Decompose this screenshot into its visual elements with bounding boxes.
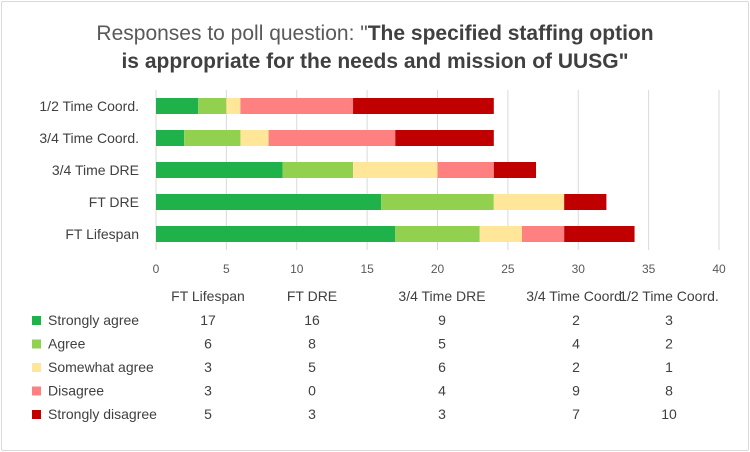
x-tick-label: 10 xyxy=(290,262,304,276)
bar-segment xyxy=(353,98,494,114)
title-plain-part: Responses to poll question: " xyxy=(96,22,367,45)
title-bold-part-2: is appropriate for the needs and mission… xyxy=(121,50,618,73)
table-column-header: FT Lifespan xyxy=(171,288,245,304)
category-label: 3/4 Time DRE xyxy=(52,162,139,178)
table-cell: 8 xyxy=(308,336,316,352)
table-cell: 2 xyxy=(572,359,580,375)
table-cell: 3 xyxy=(204,383,212,399)
table-cell: 6 xyxy=(438,359,446,375)
category-label: FT DRE xyxy=(89,194,139,210)
bar-segment xyxy=(240,130,269,146)
bar-segment xyxy=(437,162,494,178)
chart-title-line-2: is appropriate for the needs and mission… xyxy=(121,50,628,73)
legend-label: Disagree xyxy=(48,383,104,399)
title-bold-part-1: The specified staffing option xyxy=(368,22,654,45)
bar-segment xyxy=(156,98,199,114)
legend-swatch xyxy=(32,410,41,419)
table-cell: 2 xyxy=(572,312,580,328)
bar-segment xyxy=(226,98,241,114)
x-axis-tick-labels: 0 5 10 15 20 25 30 35 40 xyxy=(153,262,726,276)
bar-segment xyxy=(395,226,480,242)
table-cell: 3 xyxy=(308,406,316,422)
bar-segment xyxy=(268,130,396,146)
x-tick-label: 25 xyxy=(501,262,515,276)
table-cell: 2 xyxy=(665,336,673,352)
table-column-header: 3/4 Time DRE xyxy=(398,288,485,304)
x-tick-label: 20 xyxy=(431,262,445,276)
x-tick-label: 0 xyxy=(153,262,160,276)
table-cell: 3 xyxy=(204,359,212,375)
table-cell: 17 xyxy=(200,312,216,328)
table-cell: 5 xyxy=(308,359,316,375)
x-tick-label: 35 xyxy=(642,262,656,276)
bar-segment xyxy=(353,162,438,178)
bar-segment xyxy=(184,130,241,146)
x-tick-label: 30 xyxy=(572,262,586,276)
bar-segment xyxy=(156,130,185,146)
bar-segment xyxy=(240,98,354,114)
table-cell: 9 xyxy=(438,312,446,328)
table-cell: 4 xyxy=(572,336,580,352)
legend-swatch xyxy=(32,363,41,372)
bar-segment xyxy=(479,226,522,242)
bar-segment xyxy=(493,162,537,178)
legend-swatch xyxy=(32,316,41,325)
table-cell: 10 xyxy=(661,406,677,422)
table-cell: 9 xyxy=(572,383,580,399)
table-cell: 5 xyxy=(204,406,212,422)
bar-segment xyxy=(156,226,396,242)
table-cell: 3 xyxy=(438,406,446,422)
table-cell: 1 xyxy=(665,359,673,375)
table-cell: 16 xyxy=(304,312,320,328)
category-label: 1/2 Time Coord. xyxy=(39,98,139,114)
category-label: 3/4 Time Coord. xyxy=(39,130,139,146)
bar-segment xyxy=(564,194,607,210)
table-column-header: 3/4 Time Coord. xyxy=(526,288,626,304)
table-cell: 5 xyxy=(438,336,446,352)
bar-segment xyxy=(381,194,494,210)
legend-label: Strongly disagree xyxy=(48,406,157,422)
category-label: FT Lifespan xyxy=(65,226,139,242)
legend-label: Strongly agree xyxy=(48,312,139,328)
table-cell: 8 xyxy=(665,383,673,399)
table-cell: 7 xyxy=(572,406,580,422)
table-cell: 0 xyxy=(308,383,316,399)
table-cell: 6 xyxy=(204,336,212,352)
table-cell: 3 xyxy=(665,312,673,328)
x-tick-label: 15 xyxy=(360,262,374,276)
bar-segment xyxy=(395,130,494,146)
legend-label: Somewhat agree xyxy=(48,359,154,375)
bar-segment xyxy=(198,98,227,114)
bar-segment xyxy=(156,162,283,178)
bar-segment xyxy=(156,194,382,210)
table-column-header: FT DRE xyxy=(287,288,337,304)
x-tick-label: 5 xyxy=(223,262,230,276)
bar-segment xyxy=(521,226,565,242)
legend-swatch xyxy=(32,339,41,349)
category-labels: FT Lifespan FT DRE 3/4 Time DRE 3/4 Time Co… xyxy=(39,98,139,242)
table-cell: 4 xyxy=(438,383,446,399)
bar-segment xyxy=(493,194,565,210)
table-column-header: 1/2 Time Coord. xyxy=(619,288,719,304)
bars xyxy=(156,98,635,242)
bar-segment xyxy=(282,162,354,178)
legend-label: Agree xyxy=(48,336,86,352)
x-tick-label: 40 xyxy=(712,262,726,276)
data-table: FT Lifespan FT DRE 3/4 Time DRE 3/4 Time Co… xyxy=(32,288,719,422)
chart-title-line-1: Responses to poll question: "The specifi… xyxy=(96,22,653,45)
bar-segment xyxy=(564,226,635,242)
legend-swatch xyxy=(32,386,41,396)
title-closing-quote: " xyxy=(619,50,629,73)
